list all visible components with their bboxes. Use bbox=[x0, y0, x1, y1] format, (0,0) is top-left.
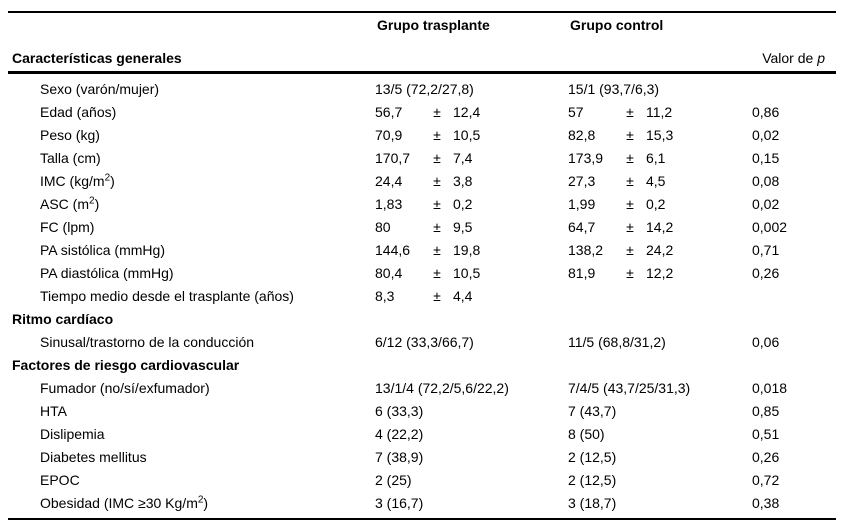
transplant-value: 70,9 ±10,5 bbox=[375, 126, 481, 143]
section-label: Ritmo cardíaco bbox=[12, 310, 114, 327]
row-label: Tiempo medio desde el trasplante (años) bbox=[40, 287, 294, 304]
table-top-rule bbox=[8, 11, 836, 13]
p-value: 0,51 bbox=[752, 425, 780, 442]
transplant-value: 6/12 (33,3/66,7) bbox=[375, 333, 474, 350]
p-value: 0,86 bbox=[752, 103, 780, 120]
table-section-title: Características generales bbox=[12, 50, 182, 66]
control-value: 1,99 ±0,2 bbox=[568, 195, 666, 212]
control-value: 173,9 ±6,1 bbox=[568, 149, 666, 166]
control-value: 82,8 ±15,3 bbox=[568, 126, 674, 143]
p-value: 0,15 bbox=[752, 149, 780, 166]
row-label: FC (lpm) bbox=[40, 218, 95, 235]
p-value: 0,71 bbox=[752, 241, 780, 258]
row-label: HTA bbox=[40, 402, 67, 419]
table-row-sinusal: Sinusal/trastorno de la conducción 6/12 … bbox=[0, 330, 848, 353]
row-label: Edad (años) bbox=[40, 103, 117, 120]
transplant-value: 80 ±9,5 bbox=[375, 218, 473, 235]
p-value: 0,02 bbox=[752, 195, 780, 212]
control-value: 7 (43,7) bbox=[568, 402, 617, 419]
p-value: 0,002 bbox=[752, 218, 788, 235]
row-label: ASC (m2) bbox=[40, 194, 100, 212]
table-row-obesidad: Obesidad (IMC ≥30 Kg/m2) 3 (16,7) 3 (18,… bbox=[0, 491, 848, 514]
p-value: 0,018 bbox=[752, 379, 788, 396]
table-row-sexo: Sexo (varón/mujer) 13/5 (72,2/27,8) 15/1… bbox=[0, 77, 848, 100]
transplant-value: 13/1/4 (72,2/5,6/22,2) bbox=[375, 379, 509, 396]
row-label: Obesidad (IMC ≥30 Kg/m2) bbox=[40, 493, 209, 511]
table-row-pa-sistolica: PA sistólica (mmHg) 144,6 ±19,8 138,2 ±24,… bbox=[0, 238, 848, 261]
table-row-fc: FC (lpm) 80 ±9,5 64,7 ±14,2 0,002 bbox=[0, 215, 848, 238]
table-row-imc: IMC (kg/m2) 24,4 ±3,8 27,3 ±4,5 0,08 bbox=[0, 169, 848, 192]
control-value: 27,3 ±4,5 bbox=[568, 172, 666, 189]
section-label: Factores de riesgo cardiovascular bbox=[12, 356, 240, 373]
row-label: EPOC bbox=[40, 471, 80, 488]
control-value: 2 (12,5) bbox=[568, 471, 617, 488]
transplant-value: 1,83 ±0,2 bbox=[375, 195, 473, 212]
table-bottom-rule bbox=[8, 518, 836, 520]
column-header-transplant-group: Grupo trasplante bbox=[377, 17, 490, 33]
transplant-value: 3 (16,7) bbox=[375, 494, 424, 511]
row-label: PA diastólica (mmHg) bbox=[40, 264, 174, 281]
transplant-value: 2 (25) bbox=[375, 471, 412, 488]
table-row-epoc: EPOC 2 (25) 2 (12,5) 0,72 bbox=[0, 468, 848, 491]
p-value: 0,02 bbox=[752, 126, 780, 143]
control-value: 7/4/5 (43,7/25/31,3) bbox=[568, 379, 691, 396]
control-value: 57 ±11,2 bbox=[568, 103, 673, 120]
transplant-value: 13/5 (72,2/27,8) bbox=[375, 80, 474, 97]
table-row-edad: Edad (años) 56,7 ±12,4 57 ±11,2 0,86 bbox=[0, 100, 848, 123]
control-value: 138,2 ±24,2 bbox=[568, 241, 674, 258]
table-row-diabetes: Diabetes mellitus 7 (38,9) 2 (12,5) 0,26 bbox=[0, 445, 848, 468]
p-value: 0,85 bbox=[752, 402, 780, 419]
transplant-value: 7 (38,9) bbox=[375, 448, 424, 465]
control-value bbox=[568, 288, 752, 304]
table-row-pa-diastolica: PA diastólica (mmHg) 80,4 ±10,5 81,9 ±12,2… bbox=[0, 261, 848, 284]
p-value: 0,26 bbox=[752, 264, 780, 281]
row-label: Peso (kg) bbox=[40, 126, 100, 143]
table-row-peso: Peso (kg) 70,9 ±10,5 82,8 ±15,3 0,02 bbox=[0, 123, 848, 146]
table-row-asc: ASC (m2) 1,83 ±0,2 1,99 ±0,2 0,02 bbox=[0, 192, 848, 215]
transplant-value: 56,7 ±12,4 bbox=[375, 103, 481, 120]
control-value: 11/5 (68,8/31,2) bbox=[568, 333, 666, 350]
control-value: 3 (18,7) bbox=[568, 494, 617, 511]
transplant-value: 170,7 ±7,4 bbox=[375, 149, 473, 166]
control-value: 2 (12,5) bbox=[568, 448, 617, 465]
p-value: 0,72 bbox=[752, 471, 780, 488]
transplant-value: 4 (22,2) bbox=[375, 425, 424, 442]
transplant-value: 24,4 ±3,8 bbox=[375, 172, 473, 189]
p-value: 0,26 bbox=[752, 448, 780, 465]
p-value: 0,38 bbox=[752, 494, 780, 511]
section-header-ritmo-cardiaco: Ritmo cardíaco bbox=[0, 307, 848, 330]
transplant-value: 144,6 ±19,8 bbox=[375, 241, 481, 258]
control-value: 81,9 ±12,2 bbox=[568, 264, 674, 281]
control-value: 15/1 (93,7/6,3) bbox=[568, 80, 660, 97]
row-label: PA sistólica (mmHg) bbox=[40, 241, 165, 258]
column-header-control-group: Grupo control bbox=[570, 17, 664, 33]
table-row-dislipemia: Dislipemia 4 (22,2) 8 (50) 0,51 bbox=[0, 422, 848, 445]
table-row-hta: HTA 6 (33,3) 7 (43,7) 0,85 bbox=[0, 399, 848, 422]
p-value: 0,06 bbox=[752, 333, 780, 350]
row-label: Sinusal/trastorno de la conducción bbox=[40, 333, 255, 350]
transplant-value: 8,3 ±4,4 bbox=[375, 287, 473, 304]
row-label: Diabetes mellitus bbox=[40, 448, 147, 465]
row-label: Fumador (no/sí/exfumador) bbox=[40, 379, 210, 396]
table-row-talla: Talla (cm) 170,7 ±7,4 173,9 ±6,1 0,15 bbox=[0, 146, 848, 169]
row-label: Talla (cm) bbox=[40, 149, 101, 166]
row-label: IMC (kg/m2) bbox=[40, 171, 115, 189]
table-row-tiempo-trasplante: Tiempo medio desde el trasplante (años) … bbox=[0, 284, 848, 307]
p-value: 0,08 bbox=[752, 172, 780, 189]
table-row-fumador: Fumador (no/sí/exfumador) 13/1/4 (72,2/5… bbox=[0, 376, 848, 399]
table-header-rule bbox=[8, 71, 836, 74]
table-body: Sexo (varón/mujer) 13/5 (72,2/27,8) 15/1… bbox=[0, 77, 848, 514]
row-label: Sexo (varón/mujer) bbox=[40, 80, 160, 97]
row-label: Dislipemia bbox=[40, 425, 105, 442]
control-value: 8 (50) bbox=[568, 425, 605, 442]
control-value: 64,7 ±14,2 bbox=[568, 218, 674, 235]
transplant-value: 80,4 ±10,5 bbox=[375, 264, 481, 281]
section-header-factores-riesgo: Factores de riesgo cardiovascular bbox=[0, 353, 848, 376]
transplant-value: 6 (33,3) bbox=[375, 402, 424, 419]
column-header-p-value: Valor de p bbox=[762, 50, 825, 66]
